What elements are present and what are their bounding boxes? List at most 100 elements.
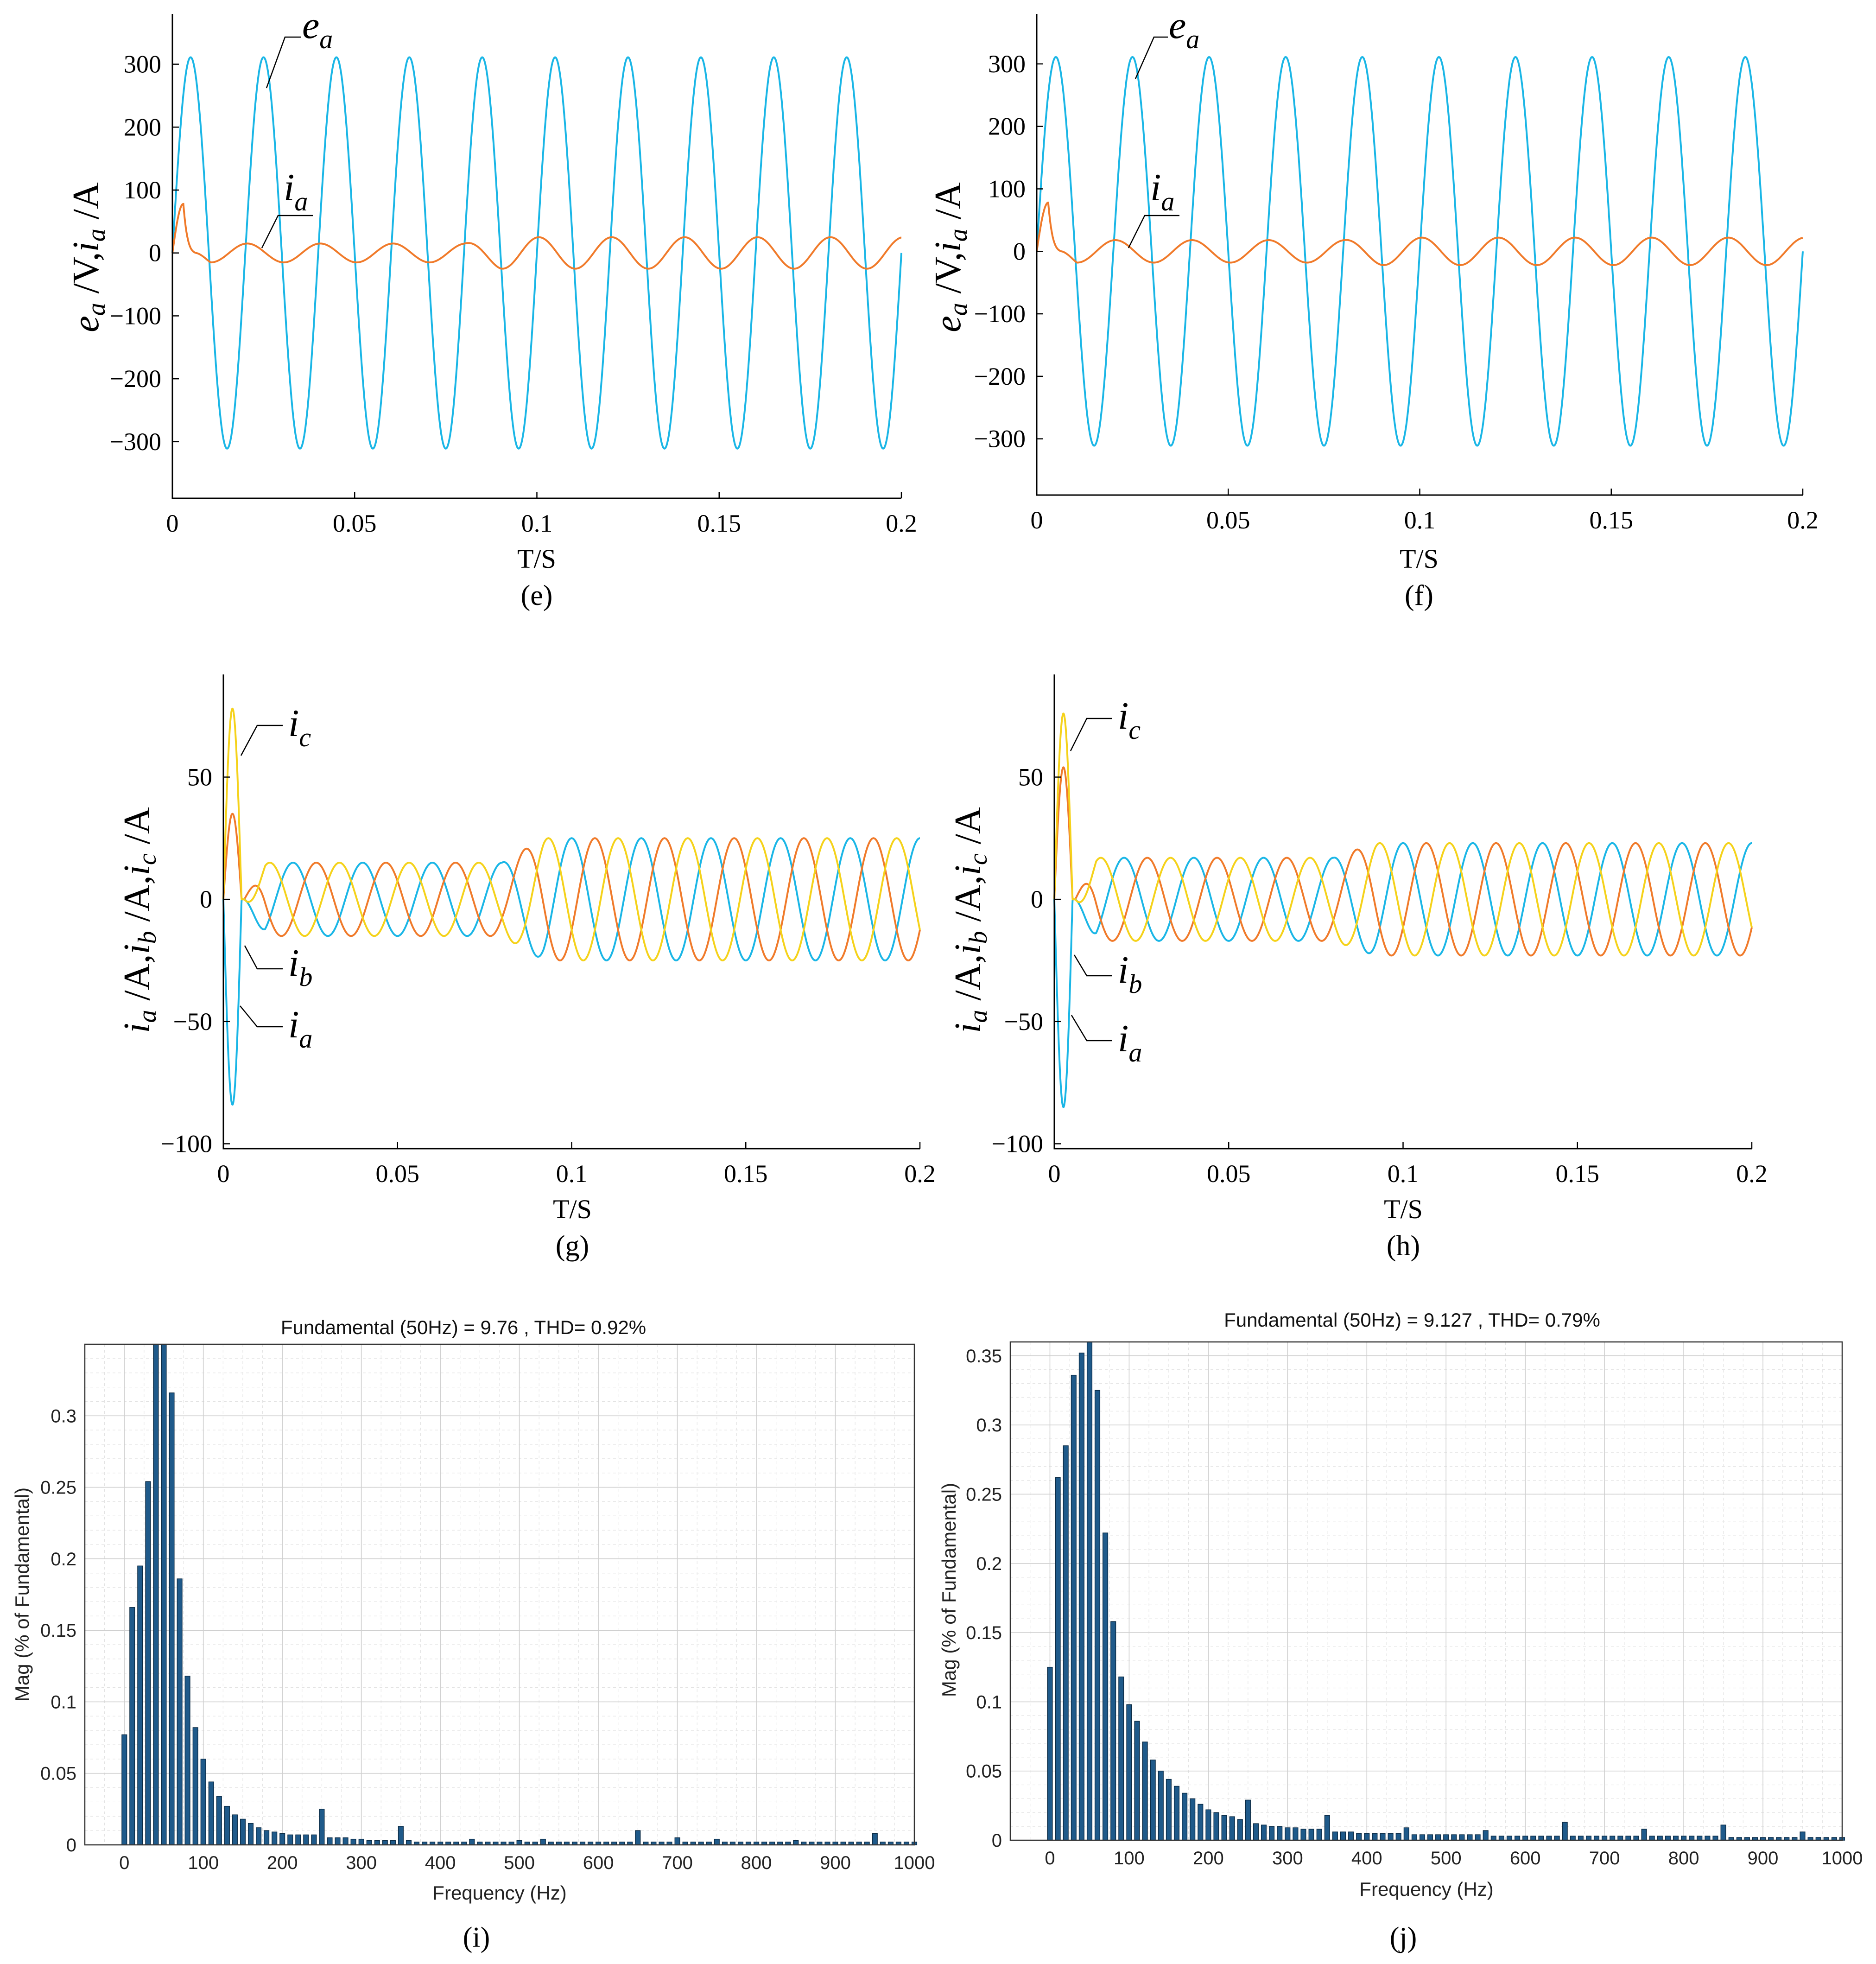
panel-j-bar xyxy=(1245,1799,1251,1841)
panel-j-ytick-label: 0.3 xyxy=(976,1415,1002,1436)
panel-j-bar xyxy=(1118,1676,1124,1841)
panel-j-ytick-label: 0.05 xyxy=(966,1761,1002,1782)
panel-g-series-ib xyxy=(222,813,921,962)
panel-j-bar xyxy=(1285,1827,1291,1841)
panel-j-bar xyxy=(1530,1836,1536,1841)
panel-h-ib-leader xyxy=(1073,954,1112,977)
panel-i-bar xyxy=(540,1838,546,1845)
panel-j-bar xyxy=(1419,1834,1426,1841)
panel-g-ia-leader xyxy=(240,1005,283,1028)
panel-f-xtick-label: 0.2 xyxy=(1787,506,1819,534)
panel-j-bar xyxy=(1593,1836,1600,1841)
panel-j-bar xyxy=(1585,1836,1592,1841)
panel-j-bar xyxy=(1617,1836,1623,1841)
panel-i-bar xyxy=(129,1607,135,1845)
panel-j-bar xyxy=(1641,1829,1647,1841)
panel-e-ytick-label: 300 xyxy=(124,51,161,78)
panel-i-bar xyxy=(469,1838,475,1845)
panel-g-xtick-label: 0.1 xyxy=(556,1160,588,1188)
panel-j-bar xyxy=(1269,1826,1275,1841)
panel-f-ytick-label: 0 xyxy=(1013,237,1026,265)
panel-j-bar xyxy=(1071,1374,1077,1841)
panel-j-bar xyxy=(1047,1666,1053,1841)
panel-i-ylabel: Mag (% of Fundamental) xyxy=(11,1487,33,1702)
panel-g-ic-label: ic xyxy=(288,702,311,752)
panel-j-bar xyxy=(1142,1742,1148,1841)
panel-h-series-ic xyxy=(1053,712,1753,957)
panel-h-axes xyxy=(1053,674,1752,1150)
panel-j-xtick-label: 600 xyxy=(1510,1848,1541,1869)
panel-j-bar xyxy=(1506,1836,1513,1841)
panel-h-ic-leader xyxy=(1070,718,1112,751)
panel-j-bar xyxy=(1403,1827,1409,1841)
panel-e-xtick-label: 0 xyxy=(166,509,179,537)
panel-e-ytick-label: 100 xyxy=(124,176,161,204)
panel-g-series-ia xyxy=(222,837,920,1106)
panel-h-ia-leader xyxy=(1071,1015,1112,1042)
panel-j-xtick-label: 1000 xyxy=(1822,1848,1863,1869)
panel-j-xtick-label: 900 xyxy=(1748,1848,1779,1869)
panel-j-bar xyxy=(1340,1831,1346,1841)
panel-j-bar xyxy=(1293,1827,1299,1841)
panel-j-bar xyxy=(1673,1836,1679,1841)
panel-g-xtick-label: 0.2 xyxy=(904,1160,936,1188)
panel-f-caption: (f) xyxy=(1405,580,1433,611)
panel-j-bar xyxy=(1356,1833,1362,1841)
panel-i-bar xyxy=(872,1833,878,1845)
panel-j-xticks: 0 100 200 300 400 500 600 700 800 900 1000 xyxy=(1045,1848,1863,1869)
panel-h-ic-label: ic xyxy=(1118,694,1141,745)
panel-j-bar xyxy=(1221,1815,1227,1841)
panel-j-bar xyxy=(1515,1836,1521,1841)
panel-j-bar xyxy=(1237,1819,1243,1841)
panel-j-bar xyxy=(1324,1815,1330,1841)
panel-j-bar xyxy=(1395,1833,1401,1841)
panel-h-ytick-label: 0 xyxy=(1031,885,1043,913)
panel-e-series-ia xyxy=(171,203,902,270)
panel-g-xticks: 0 0.05 0.1 0.15 0.2 xyxy=(217,1142,936,1188)
panel-h-caption: (h) xyxy=(1387,1230,1420,1262)
panel-i-ytick-label: 0.15 xyxy=(40,1621,76,1641)
panel-e-xtick-label: 0.05 xyxy=(333,509,377,537)
panel-j-xtick-label: 100 xyxy=(1114,1848,1145,1869)
panel-i-xtick-label: 1000 xyxy=(894,1853,935,1873)
panel-f-xticks: 0 0.05 0.1 0.15 0.2 xyxy=(1031,489,1819,534)
panel-i-bar xyxy=(398,1826,404,1845)
panel-i-bar xyxy=(390,1840,396,1845)
panel-j-bar xyxy=(1451,1834,1457,1841)
panel-e-ytick-label: −200 xyxy=(110,365,161,393)
panel-h-ytick-label: −100 xyxy=(992,1130,1043,1157)
panel-j-bar xyxy=(1522,1836,1528,1841)
panel-j-bar xyxy=(1602,1836,1608,1841)
panel-j-bar xyxy=(1633,1836,1639,1841)
panel-j-yticks: 0 0.05 0.1 0.15 0.2 0.25 0.3 0.35 xyxy=(966,1346,1002,1851)
panel-i-bar xyxy=(216,1796,222,1845)
panel-g-xtick-label: 0.15 xyxy=(724,1160,768,1188)
panel-f-xtick-label: 0.15 xyxy=(1590,506,1634,534)
panel-f-ea-leader xyxy=(1134,36,1168,79)
panel-e-plot xyxy=(171,56,902,450)
panel-i-ytick-label: 0.1 xyxy=(51,1692,76,1712)
panel-h-ia-label: ia xyxy=(1118,1017,1142,1068)
panel-i-grid xyxy=(84,1344,915,1845)
panel-j-xtick-label: 500 xyxy=(1431,1848,1462,1869)
panel-e-xtick-label: 0.15 xyxy=(697,509,742,537)
panel-f-yticks: 300 200 100 0 −100 −200 −300 xyxy=(974,50,1043,453)
panel-i-caption: (i) xyxy=(463,1922,490,1953)
panel-i-xtick-label: 500 xyxy=(504,1853,535,1873)
panel-i-bar xyxy=(272,1831,278,1845)
panel-g-xlabel: T/S xyxy=(553,1194,592,1224)
panel-j-ytick-label: 0.25 xyxy=(966,1484,1002,1505)
panel-f-ia-leader xyxy=(1128,215,1179,248)
panel-g-ylabel: ia /A,ib /A,ic /A xyxy=(117,807,162,1033)
panel-i-bar xyxy=(184,1676,190,1845)
panel-j-bar xyxy=(1625,1836,1631,1841)
panel-j-bar xyxy=(1372,1833,1378,1841)
panel-j-bar xyxy=(1538,1836,1544,1841)
panel-j-bar xyxy=(1261,1824,1267,1841)
panel-g-ic-leader xyxy=(240,725,283,756)
panel-g-axes xyxy=(222,674,920,1150)
panel-h-ylabel: ia /A,ib /A,ic /A xyxy=(948,807,993,1033)
panel-f-ylabel: ea /V,ia /A xyxy=(928,182,973,332)
panel-e: 300 200 100 0 −100 −200 −300 0 0.05 0.1 0.15 0.2 T… xyxy=(66,4,917,611)
